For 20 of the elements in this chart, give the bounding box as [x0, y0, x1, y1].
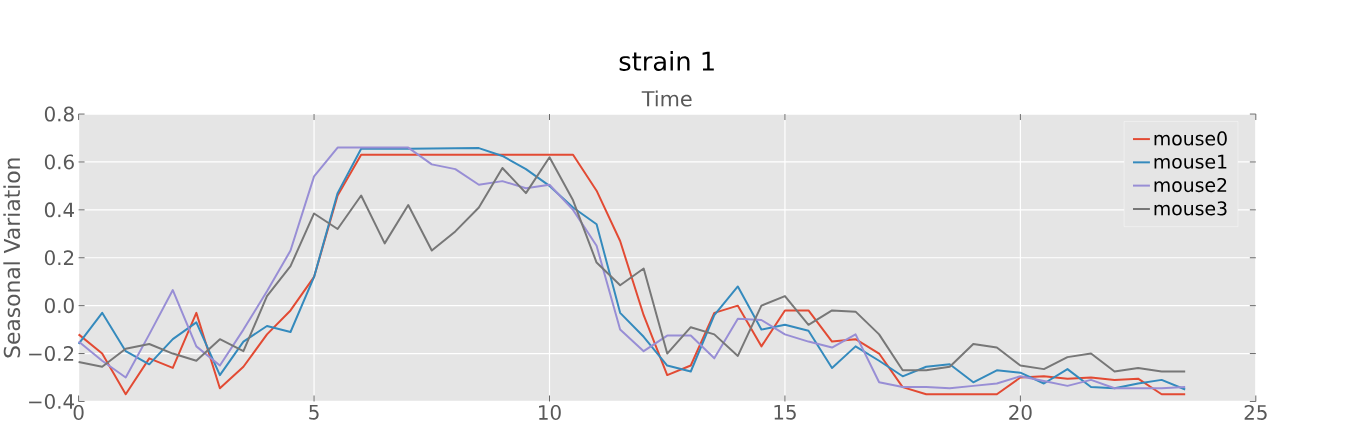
- y-tick-label: 0.0: [44, 298, 74, 314]
- x-tick-label: 15: [774, 404, 796, 420]
- x-tick-label: 20: [1009, 404, 1032, 420]
- y-tick-label: 0.4: [44, 202, 75, 218]
- y-axis-title: Seasonal Variation: [3, 158, 21, 358]
- y-tick-label: 0.8: [44, 106, 74, 122]
- legend-label: mouse0: [1154, 131, 1227, 146]
- y-tick-label: −0.4: [29, 393, 75, 409]
- x-axis-title: Time: [641, 90, 692, 107]
- x-tick-label: 5: [309, 404, 319, 420]
- y-tick-label: 0.2: [44, 250, 74, 266]
- x-tick-label: 10: [539, 404, 561, 420]
- y-tick-label: 0.6: [44, 154, 74, 170]
- legend-label: mouse3: [1154, 201, 1227, 216]
- y-tick-label: −0.2: [29, 345, 74, 361]
- legend-label: mouse1: [1154, 154, 1227, 169]
- x-tick-label: 0: [73, 404, 84, 420]
- legend-label: mouse2: [1154, 177, 1227, 193]
- x-tick-label: 25: [1244, 404, 1267, 420]
- chart-title: strain 1: [619, 50, 714, 71]
